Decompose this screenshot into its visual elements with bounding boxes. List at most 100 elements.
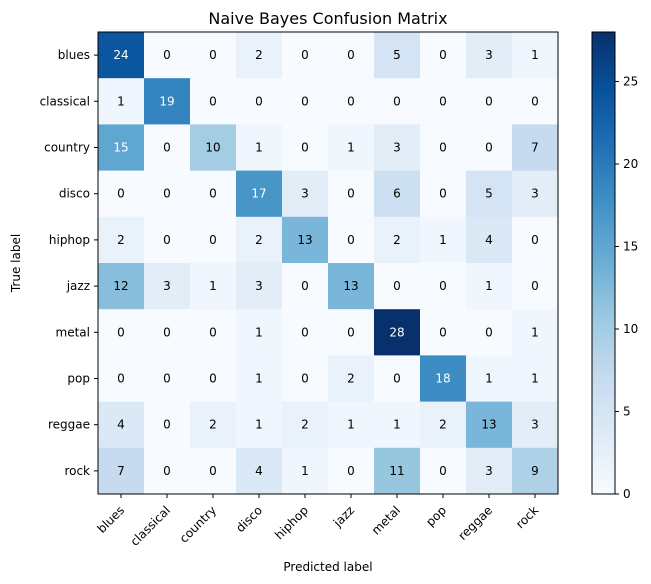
heatmap-cell [328, 355, 375, 403]
cell-value-label: 0 [485, 94, 493, 108]
heatmap-cell [144, 447, 191, 495]
cell-value-label: 1 [485, 279, 493, 293]
colorbar-tick-label: 25 [623, 75, 638, 89]
x-tick-label: blues [94, 503, 127, 536]
cell-value-label: 1 [255, 372, 263, 386]
cell-value-label: 0 [347, 325, 355, 339]
heatmap-cell [328, 170, 375, 218]
cell-value-label: 0 [163, 418, 171, 432]
cell-value-label: 0 [163, 187, 171, 201]
cell-value-label: 2 [301, 418, 309, 432]
cell-value-label: 0 [347, 464, 355, 478]
cell-value-label: 0 [531, 94, 539, 108]
heatmap-cell [512, 170, 559, 218]
cell-value-label: 3 [531, 187, 539, 201]
cell-value-label: 1 [439, 233, 447, 247]
x-tick-label: hiphop [272, 503, 311, 542]
heatmap-cell [466, 263, 513, 310]
heatmap-cell [98, 124, 145, 172]
chart-title: Naive Bayes Confusion Matrix [208, 9, 447, 28]
x-tick-label: jazz [330, 503, 357, 530]
heatmap-cell [98, 32, 145, 79]
colorbar-tick-label: 5 [623, 405, 631, 419]
heatmap-cell [282, 263, 329, 310]
cell-value-label: 1 [531, 325, 539, 339]
cell-value-label: 0 [117, 187, 125, 201]
heatmap-cell [236, 447, 283, 495]
heatmap-cell [512, 401, 559, 449]
y-tick-label: disco [59, 187, 90, 201]
cell-value-label: 1 [347, 418, 355, 432]
heatmap-cell [374, 447, 421, 495]
heatmap-cell [420, 263, 467, 310]
cell-value-label: 7 [531, 141, 539, 155]
cell-value-label: 6 [393, 187, 401, 201]
cell-value-label: 1 [485, 372, 493, 386]
cell-value-label: 0 [393, 372, 401, 386]
heatmap-cell [328, 32, 375, 79]
cell-value-label: 0 [301, 94, 309, 108]
cell-value-label: 0 [209, 48, 217, 62]
cell-value-label: 0 [163, 141, 171, 155]
heatmap-cell [374, 78, 421, 125]
heatmap-cell [98, 78, 145, 125]
heatmap-cell [512, 124, 559, 172]
heatmap-cell [466, 124, 513, 172]
x-tick-label: pop [423, 503, 449, 529]
cell-value-label: 2 [255, 233, 263, 247]
heatmap-cell [328, 216, 375, 264]
colorbar [591, 31, 616, 495]
heatmap-cell [144, 78, 191, 125]
y-tick-label: rock [64, 464, 90, 478]
cell-value-label: 0 [301, 325, 309, 339]
cell-value-label: 0 [209, 372, 217, 386]
heatmap-cell [328, 447, 375, 495]
heatmap-cell [374, 309, 421, 356]
cell-value-label: 0 [301, 141, 309, 155]
cell-value-label: 0 [301, 48, 309, 62]
cell-value-label: 0 [439, 279, 447, 293]
cell-value-label: 0 [209, 94, 217, 108]
heatmap-cell [282, 309, 329, 356]
colorbar-tick-label: 10 [623, 322, 638, 336]
heatmap-cell [144, 124, 191, 172]
heatmap-cell [512, 263, 559, 310]
cell-value-label: 0 [531, 279, 539, 293]
heatmap-cell [144, 309, 191, 356]
heatmap-cell [144, 401, 191, 449]
y-tick-label: blues [58, 48, 90, 62]
heatmap-cell [512, 447, 559, 495]
heatmap-cell [374, 355, 421, 403]
cell-value-label: 3 [485, 48, 493, 62]
heatmap-cell [236, 124, 283, 172]
heatmap-cells: 24 0 0 2 0 0 5 0 3 11 19 0 0 0 0 0 0 0 015 0 10 1 0 1 3 0 0 70 0 0 17 3… [98, 32, 559, 495]
heatmap-cell [420, 401, 467, 449]
heatmap-cell [374, 32, 421, 79]
heatmap-cell [374, 401, 421, 449]
cell-value-label: 0 [347, 233, 355, 247]
cell-value-label: 7 [117, 464, 125, 478]
cell-value-label: 1 [531, 48, 539, 62]
plot-frame [97, 31, 559, 495]
heatmap-cell [328, 124, 375, 172]
heatmap-cell [190, 78, 237, 125]
heatmap-cell [190, 124, 237, 172]
cell-value-label: 5 [485, 187, 493, 201]
cell-value-label: 13 [481, 418, 496, 432]
heatmap-cell [190, 32, 237, 79]
heatmap-cell [144, 355, 191, 403]
cell-value-label: 1 [393, 418, 401, 432]
cell-value-label: 1 [255, 325, 263, 339]
heatmap-cell [282, 216, 329, 264]
y-axis-ticks: blues classical country disco hiphop jazz meta… [40, 48, 98, 478]
cell-value-label: 0 [531, 233, 539, 247]
heatmap-cell [190, 355, 237, 403]
heatmap-cell [420, 309, 467, 356]
cell-value-label: 0 [485, 141, 493, 155]
cell-value-label: 13 [297, 233, 312, 247]
heatmap-cell [98, 216, 145, 264]
heatmap-cell [420, 124, 467, 172]
heatmap-cell [466, 447, 513, 495]
x-tick-label: metal [369, 503, 403, 537]
heatmap-cell [420, 170, 467, 218]
